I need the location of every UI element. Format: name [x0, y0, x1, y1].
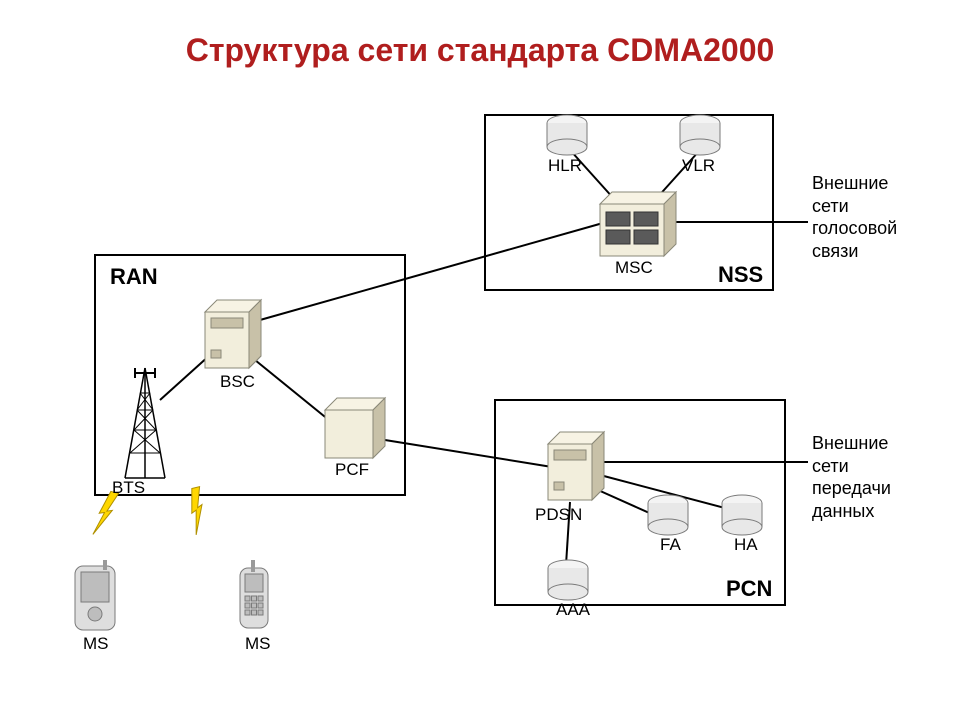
bolt-icon [185, 487, 211, 535]
pcf-node [325, 398, 385, 458]
ext-voice-l3: голосовой [812, 217, 897, 240]
bts-label: BTS [112, 478, 145, 498]
ext-voice-l2: сети [812, 195, 897, 218]
ext-data-l4: данных [812, 500, 891, 523]
vlr-label: VLR [682, 156, 715, 176]
ms2-device [240, 560, 268, 628]
hlr-cylinder [547, 115, 587, 155]
pcf-label: PCF [335, 460, 369, 480]
bsc-node [205, 300, 261, 368]
bts-tower [125, 368, 165, 478]
aaa-label: AAA [556, 600, 590, 620]
ms2-label: MS [245, 634, 271, 654]
vlr-cylinder [680, 115, 720, 155]
hlr-label: HLR [548, 156, 582, 176]
aaa-cylinder [548, 560, 588, 600]
pdsn-label: PDSN [535, 505, 582, 525]
ran-label: RAN [110, 264, 158, 290]
msc-label: MSC [615, 258, 653, 278]
ext-data-l1: Внешние [812, 432, 891, 455]
ext-data-l2: сети [812, 455, 891, 478]
bsc-label: BSC [220, 372, 255, 392]
nss-label: NSS [718, 262, 763, 288]
ext-data-l3: передачи [812, 477, 891, 500]
ha-label: HA [734, 535, 758, 555]
external-voice: Внешние сети голосовой связи [812, 172, 897, 262]
ext-voice-l1: Внешние [812, 172, 897, 195]
pdsn-node [548, 432, 604, 500]
ext-voice-l4: связи [812, 240, 897, 263]
fa-cylinder [648, 495, 688, 535]
pcn-label: PCN [726, 576, 772, 602]
ms1-device [75, 560, 115, 630]
ms1-label: MS [83, 634, 109, 654]
ha-cylinder [722, 495, 762, 535]
fa-label: FA [660, 535, 681, 555]
slide-title: Структура сети стандарта CDMA2000 [0, 32, 960, 69]
msc-node [600, 192, 676, 256]
external-data: Внешние сети передачи данных [812, 432, 891, 522]
